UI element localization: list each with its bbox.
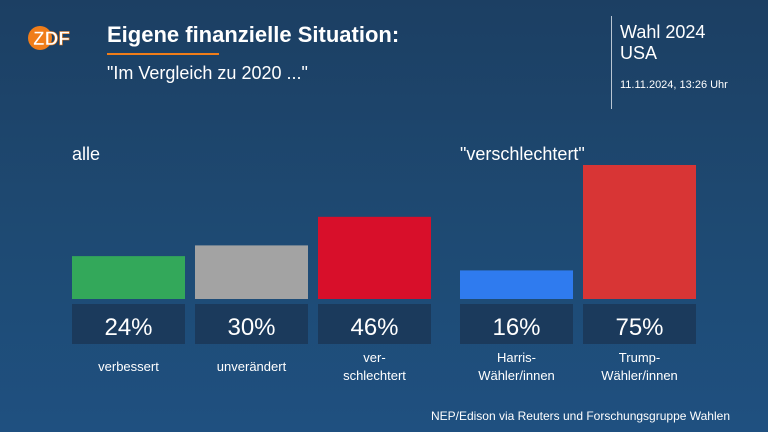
value-box-0-1 (195, 304, 308, 344)
zdf-logo-text: ZDF (33, 29, 70, 50)
value-label-0-2: 46% (350, 314, 398, 341)
category-label-0-2-line0: ver- (363, 350, 385, 365)
bar-0-2 (318, 216, 431, 299)
bar-1-1 (583, 165, 696, 299)
zdf-logo: ZDF (28, 26, 70, 50)
category-label-0-2-line1: schlechtert (343, 368, 406, 383)
value-box-1-0 (460, 304, 573, 344)
value-label-1-1: 75% (615, 314, 663, 341)
category-label-1-1-line0: Trump- (619, 350, 660, 365)
bar-0-1 (195, 245, 308, 299)
bar-0-0 (72, 256, 185, 299)
bar-1-0 (460, 270, 573, 299)
value-label-1-0: 16% (492, 314, 540, 341)
category-label-1-1-line1: Wähler/innen (601, 368, 678, 383)
timestamp: 11.11.2024, 13:26 Uhr (620, 79, 728, 91)
value-label-0-0: 24% (104, 314, 152, 341)
election-title: Wahl 2024 USA (620, 22, 760, 64)
title-underline (107, 53, 219, 55)
value-box-0-0 (72, 304, 185, 344)
election-title-line1: Wahl 2024 (620, 22, 706, 42)
group-label-worse: "verschlechtert" (460, 144, 585, 164)
category-label-1-0-line0: Harris- (497, 350, 536, 365)
page-title: Eigene finanzielle Situation: (107, 22, 400, 47)
value-box-0-2 (318, 304, 431, 344)
group-label-all: alle (72, 144, 101, 164)
category-label-1-0-line1: Wähler/innen (478, 368, 555, 383)
source-note: NEP/Edison via Reuters und Forschungsgru… (430, 409, 730, 423)
value-label-0-1: 30% (227, 314, 275, 341)
election-title-line2: USA (620, 43, 658, 63)
value-box-1-1 (583, 304, 696, 344)
category-label-0-1: unverändert (217, 359, 287, 374)
category-label-0-0: verbessert (98, 359, 159, 374)
page-subtitle: "Im Vergleich zu 2020 ..." (107, 63, 308, 83)
side-divider (611, 16, 612, 109)
